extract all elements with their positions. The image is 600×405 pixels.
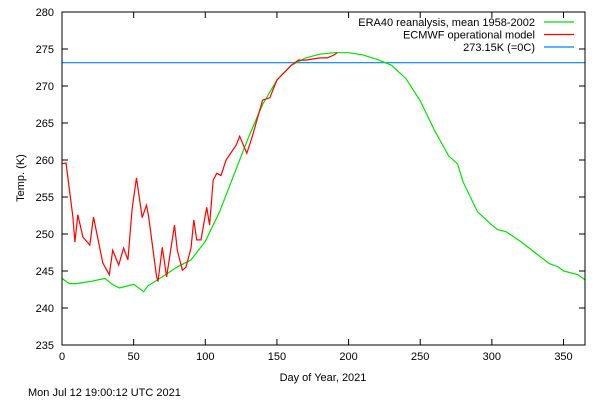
series-line-1: [61, 52, 338, 282]
x-tick-label: 250: [411, 351, 429, 363]
x-axis-label: Day of Year, 2021: [280, 372, 367, 384]
y-tick-label: 260: [36, 155, 54, 167]
x-tick-label: 350: [554, 351, 572, 363]
y-tick-label: 270: [36, 81, 54, 93]
y-axis-label: Temp. (K): [15, 154, 27, 202]
legend-label: ECMWF operational model: [403, 30, 535, 42]
series-line-0: [61, 52, 586, 293]
y-tick-label: 245: [36, 266, 54, 278]
y-tick-label: 240: [36, 303, 54, 315]
x-tick-label: 100: [196, 351, 214, 363]
y-tick-label: 255: [36, 192, 54, 204]
x-tick-label: 150: [268, 351, 286, 363]
x-tick-label: 50: [128, 351, 140, 363]
x-tick-label: 0: [59, 351, 65, 363]
y-tick-label: 250: [36, 229, 54, 241]
ticks-layer: 235 240 245 250 255 260 265 270 275 280 0 50 100 150 2…: [36, 7, 585, 363]
y-tick-label: 265: [36, 118, 54, 130]
x-tick-label: 300: [483, 351, 501, 363]
x-tick-label: 200: [339, 351, 357, 363]
legend-label: 273.15K (=0C): [463, 42, 535, 54]
plot-frame: [61, 11, 586, 346]
legend-label: ERA40 reanalysis, mean 1958-2002: [358, 17, 535, 29]
series-layer: [61, 52, 586, 293]
timestamp: Mon Jul 12 19:00:12 UTC 2021: [28, 387, 181, 399]
y-tick-label: 280: [36, 7, 54, 19]
y-tick-label: 235: [36, 340, 54, 352]
y-tick-label: 275: [36, 44, 54, 56]
